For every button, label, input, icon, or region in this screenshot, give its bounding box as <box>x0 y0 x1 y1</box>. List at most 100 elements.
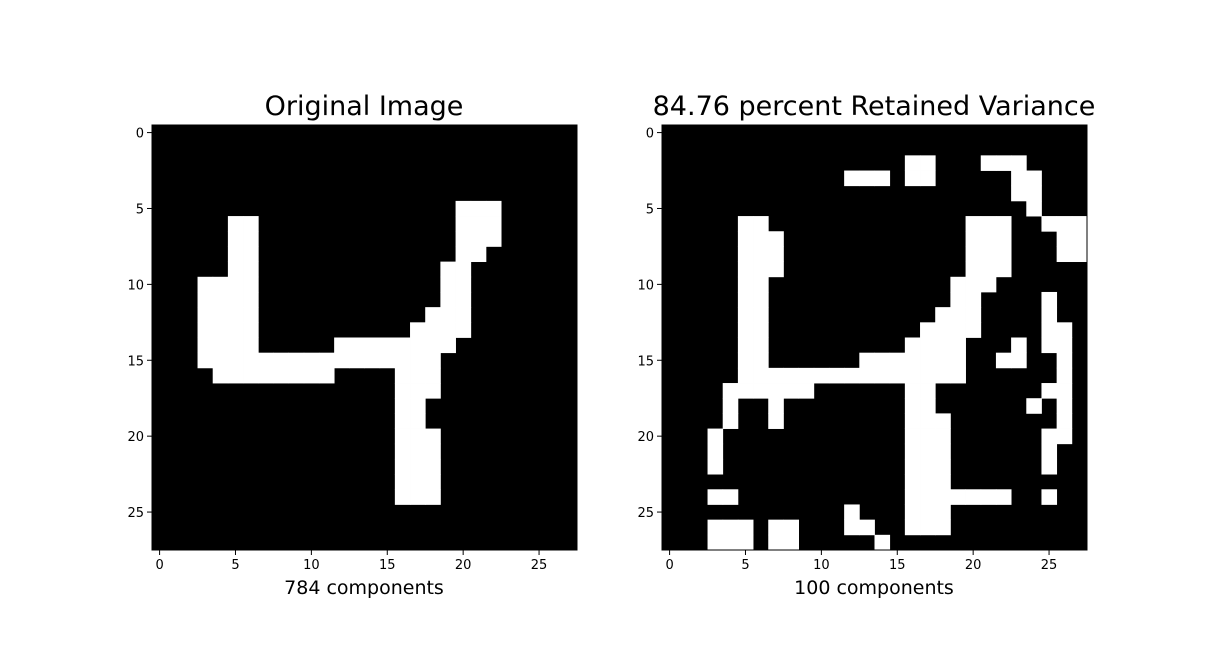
pixel-cell <box>1026 170 1042 187</box>
pixel-cell <box>485 216 502 232</box>
pixel-cell <box>874 367 891 384</box>
pixel-cell <box>243 291 259 308</box>
pixel-cell <box>844 170 860 187</box>
pixel-cell <box>243 231 259 247</box>
y-axis-ticks: 0 5 10 15 20 25 <box>127 127 152 521</box>
pixel-cell <box>425 367 441 384</box>
pixel-cell <box>425 337 441 354</box>
pixel-cell <box>455 322 472 338</box>
pixel-cell <box>349 337 365 354</box>
pixel-cell <box>753 367 769 384</box>
pixel-cell <box>425 352 441 369</box>
pixel-cell <box>1056 428 1073 445</box>
pixel-cell <box>965 489 982 505</box>
pixel-cell <box>707 534 724 551</box>
pixel-cell <box>920 489 936 505</box>
pixel-cell <box>212 307 229 323</box>
y-tick-label: 25 <box>127 506 144 521</box>
chart-title: 84.76 percent Retained Variance <box>653 91 1096 122</box>
pixel-cell <box>1041 322 1058 338</box>
pixel-cell <box>813 367 830 384</box>
pixel-cell <box>722 534 739 551</box>
pixel-cell <box>920 398 936 414</box>
pixel-cell <box>904 519 921 536</box>
pixel-cell <box>722 489 739 505</box>
pixel-cell <box>425 322 441 338</box>
pixel-cell <box>197 307 214 323</box>
pixel-cell <box>965 216 982 232</box>
x-axis-label: 100 components <box>794 577 954 599</box>
pixel-cell <box>470 200 487 217</box>
pixel-cell <box>440 276 456 293</box>
pixel-cell <box>980 246 997 263</box>
pixel-cell <box>935 489 951 505</box>
pixel-cell <box>425 443 441 460</box>
pixel-cell <box>904 155 921 171</box>
pixel-cell <box>768 413 784 429</box>
pixel-cell <box>737 307 754 323</box>
y-tick-label: 25 <box>637 506 654 521</box>
pixel-cell <box>768 231 784 247</box>
pixel-cell <box>753 276 769 293</box>
pixel-cell <box>904 337 921 354</box>
pixel-cell <box>1056 413 1073 429</box>
pixel-cell <box>485 231 502 247</box>
pixel-cell <box>889 367 906 384</box>
pixel-cell <box>1071 246 1088 263</box>
pixel-cell <box>379 352 396 369</box>
pixel-cell <box>920 413 936 429</box>
pixel-cell <box>349 352 365 369</box>
pixel-cell <box>783 367 800 384</box>
y-tick-label: 0 <box>136 127 144 142</box>
pixel-cell <box>455 291 472 308</box>
pixel-cell <box>364 352 381 369</box>
pixel-cell <box>995 246 1012 263</box>
pixel-cell <box>197 276 214 293</box>
pixel-cell <box>425 458 441 475</box>
pixel-cell <box>935 504 951 521</box>
pixel-cell <box>425 489 441 505</box>
pixel-cell <box>227 307 244 323</box>
pixel-cell <box>828 367 845 384</box>
pixel-cell <box>197 322 214 338</box>
pixel-cell <box>410 458 426 475</box>
pixel-cell <box>227 322 244 338</box>
x-tick-label: 25 <box>1041 558 1058 573</box>
pixel-cell <box>410 398 426 414</box>
pixel-cell <box>394 367 411 384</box>
pixel-cell <box>1056 398 1073 414</box>
pixel-cell <box>470 246 487 263</box>
pixel-cell <box>904 428 921 445</box>
pixel-cell <box>737 322 754 338</box>
pixel-cell <box>995 216 1012 232</box>
x-tick-label: 0 <box>155 558 163 573</box>
pixel-cell <box>904 367 921 384</box>
pixel-cell <box>737 246 754 263</box>
pixel-cell <box>980 155 997 171</box>
subplot-retained-variance: 84.76 percent Retained Variance 0 5 10 15 20… <box>637 91 1095 599</box>
pixel-cell <box>783 534 800 551</box>
pixel-cell <box>227 291 244 308</box>
pixel-cell <box>1056 246 1073 263</box>
pixel-cell <box>470 231 487 247</box>
pixel-cell <box>440 261 456 278</box>
pixel-cell <box>410 322 426 338</box>
x-tick-label: 5 <box>741 558 749 573</box>
pixel-cell <box>334 352 350 369</box>
pixel-cell <box>364 337 381 354</box>
pixel-cell <box>707 519 724 536</box>
pixel-cell <box>394 398 411 414</box>
pixel-cell <box>737 352 754 369</box>
x-axis-ticks: 0 5 10 15 20 25 <box>155 550 547 573</box>
pixel-cell <box>243 276 259 293</box>
pixel-cell <box>1056 216 1073 232</box>
y-tick-label: 10 <box>127 278 144 293</box>
pixel-cell <box>935 474 951 490</box>
pixel-cell <box>394 383 411 399</box>
pixel-cell <box>394 489 411 505</box>
pixel-cell <box>920 367 936 384</box>
pixel-cell <box>768 261 784 278</box>
pixel-cell <box>995 489 1012 505</box>
pixel-cell <box>920 504 936 521</box>
